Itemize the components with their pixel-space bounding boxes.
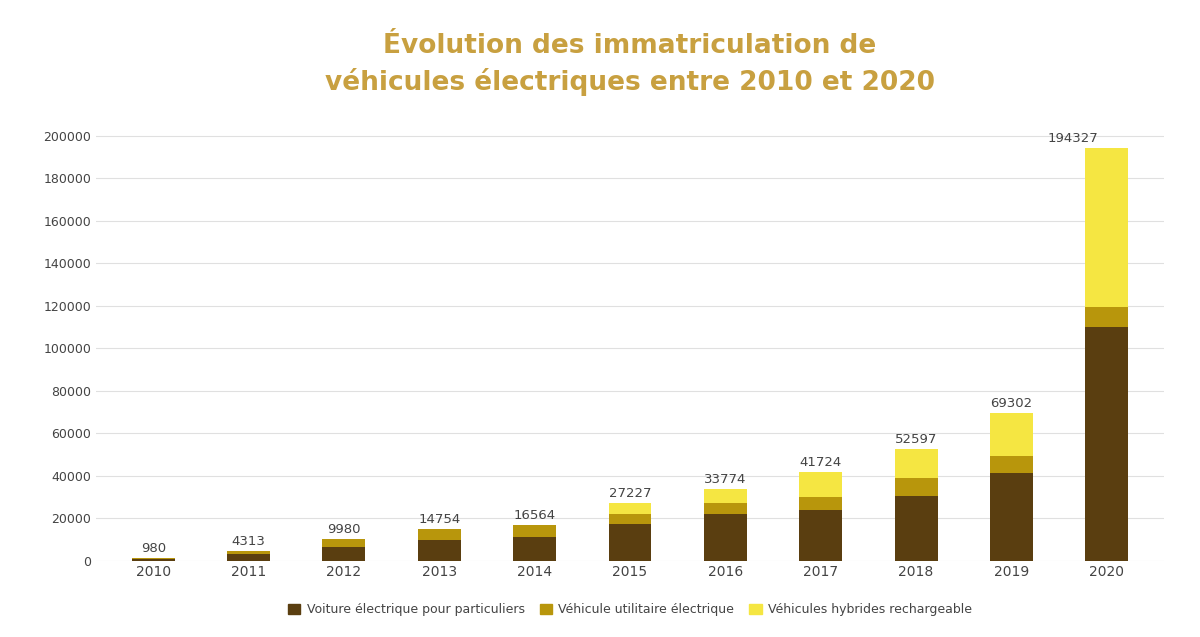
Bar [1085, 148, 1128, 307]
Bar [895, 496, 937, 561]
Bar [990, 413, 1033, 456]
Bar [990, 473, 1033, 561]
Text: 16564: 16564 [514, 509, 556, 522]
Text: 27227: 27227 [608, 487, 652, 499]
Text: 52597: 52597 [895, 433, 937, 446]
Bar [1085, 307, 1128, 327]
Text: 9980: 9980 [328, 523, 361, 536]
Bar [608, 503, 652, 515]
Bar [704, 514, 746, 561]
Bar [799, 497, 842, 510]
Bar [514, 526, 556, 537]
Bar [132, 559, 175, 561]
Bar [990, 456, 1033, 473]
Bar [323, 547, 365, 561]
Text: 14754: 14754 [418, 513, 461, 526]
Text: 980: 980 [140, 542, 166, 555]
Bar [895, 449, 937, 478]
Bar [418, 529, 461, 540]
Bar [323, 540, 365, 547]
Bar [608, 524, 652, 561]
Bar [227, 552, 270, 554]
Bar [704, 503, 746, 514]
Text: 33774: 33774 [704, 473, 746, 485]
Bar [799, 510, 842, 561]
Text: 41724: 41724 [799, 456, 842, 469]
Bar [227, 554, 270, 561]
Legend: Voiture électrique pour particuliers, Véhicule utilitaire électrique, Véhicules : Voiture électrique pour particuliers, Vé… [283, 598, 977, 621]
Bar [514, 537, 556, 561]
Title: Évolution des immatriculation de
véhicules électriques entre 2010 et 2020: Évolution des immatriculation de véhicul… [325, 33, 935, 96]
Bar [895, 478, 937, 496]
Bar [418, 540, 461, 561]
Bar [799, 472, 842, 497]
Text: 69302: 69302 [990, 397, 1032, 410]
Text: 4313: 4313 [232, 535, 265, 548]
Bar [1085, 327, 1128, 561]
Bar [704, 489, 746, 503]
Bar [608, 515, 652, 524]
Text: 194327: 194327 [1048, 132, 1099, 145]
